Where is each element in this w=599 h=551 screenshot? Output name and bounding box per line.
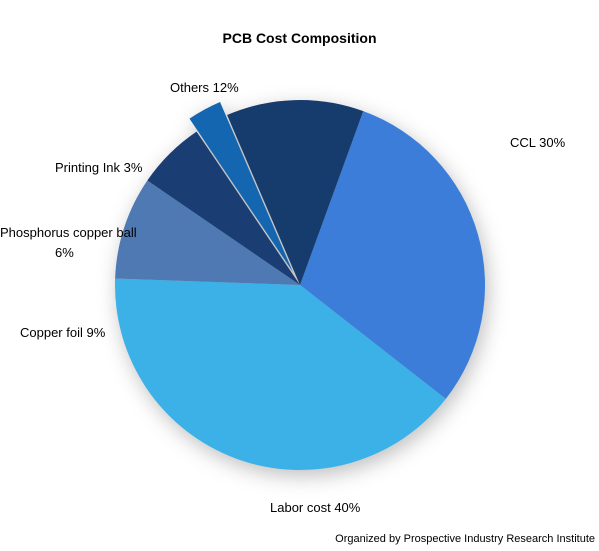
slice-label: Printing Ink 3% xyxy=(55,160,142,175)
pie-svg xyxy=(110,95,490,475)
pie-chart xyxy=(110,95,490,475)
slice-label: Others 12% xyxy=(170,80,239,95)
chart-title: PCB Cost Composition xyxy=(223,30,377,46)
chart-footer: Organized by Prospective Industry Resear… xyxy=(335,533,595,545)
slice-label: Phosphorus copper ball xyxy=(0,225,137,240)
slice-label: Labor cost 40% xyxy=(270,500,360,515)
slice-label: 6% xyxy=(55,245,74,260)
slice-label: Copper foil 9% xyxy=(20,325,105,340)
slice-label: CCL 30% xyxy=(510,135,565,150)
